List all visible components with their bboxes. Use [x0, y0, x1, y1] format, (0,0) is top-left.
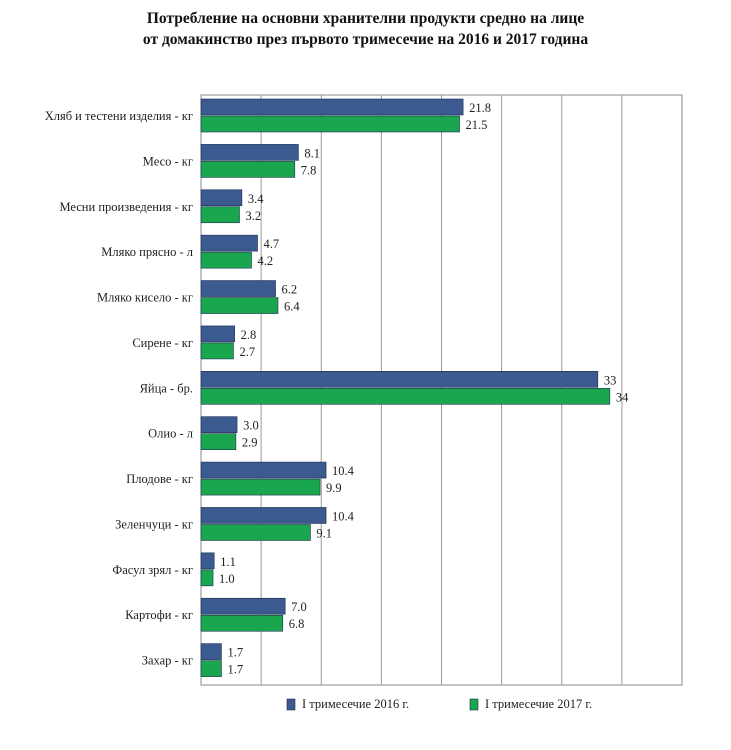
- category-label: Захар - кг: [142, 654, 193, 668]
- data-label-2017: 6.4: [284, 300, 300, 314]
- bar-2016: [200, 325, 235, 343]
- data-label-2016: 3.4: [248, 192, 264, 206]
- bar-2017: [200, 161, 296, 178]
- data-label-2017: 3.2: [245, 209, 261, 223]
- data-label-2016: 7.0: [291, 600, 307, 614]
- data-label-2016: 33: [604, 373, 617, 387]
- category-label: Месо - кг: [143, 154, 193, 168]
- bar-2017: [200, 660, 222, 677]
- data-label-2016: 10.4: [332, 464, 355, 478]
- bar-2016: [200, 461, 327, 479]
- bar-2016: [200, 552, 215, 570]
- data-label-2017: 9.9: [326, 481, 342, 495]
- data-label-2016: 8.1: [304, 146, 320, 160]
- data-label-2017: 4.2: [258, 254, 274, 268]
- bar-2017: [200, 342, 234, 360]
- bar-2016: [200, 98, 464, 116]
- category-label: Хляб и тестени изделия - кг: [45, 109, 193, 123]
- bar-2016: [200, 597, 286, 615]
- data-label-2016: 21.8: [469, 101, 491, 115]
- data-label-2017: 2.7: [239, 345, 255, 359]
- data-label-2017: 1.7: [227, 663, 243, 677]
- category-label: Месни произведения - кг: [59, 200, 193, 214]
- data-label-2016: 3.0: [243, 419, 259, 433]
- data-label-2017: 34: [616, 390, 629, 404]
- bar-2017: [200, 569, 214, 587]
- category-label: Мляко кисело - кг: [97, 291, 193, 305]
- chart-title-line-2: от домакинство през първото тримесечие н…: [142, 31, 589, 48]
- bar-2016: [200, 189, 243, 207]
- data-label-2016: 1.1: [220, 555, 236, 569]
- bar-2017: [200, 206, 240, 224]
- bar-2016: [200, 144, 299, 161]
- category-label: Плодове - кг: [126, 472, 193, 486]
- data-label-2016: 10.4: [332, 509, 355, 523]
- chart-title-line-1: Потребление на основни хранителни продук…: [146, 10, 585, 27]
- bar-2017: [200, 388, 611, 405]
- data-label-2017: 9.1: [316, 526, 332, 540]
- bar-2017: [200, 524, 311, 541]
- data-label-2017: 6.8: [289, 617, 305, 631]
- bar-2017: [200, 251, 252, 269]
- category-label: Картофи - кг: [125, 608, 193, 622]
- bar-2016: [200, 416, 238, 433]
- legend-label-2017: I тримесечие 2017 г.: [485, 697, 592, 711]
- data-label-2017: 7.8: [301, 163, 317, 177]
- category-label: Мляко прясно - л: [101, 245, 193, 259]
- data-label-2017: 2.9: [242, 436, 258, 450]
- category-label: Сирене - кг: [132, 336, 193, 350]
- data-label-2017: 1.0: [219, 572, 235, 586]
- bar-2017: [200, 115, 460, 133]
- category-label: Фасул зрял - кг: [112, 563, 193, 577]
- data-label-2016: 6.2: [282, 283, 298, 297]
- legend-swatch-2017: [469, 698, 479, 711]
- legend-label-2016: I тримесечие 2016 г.: [302, 697, 409, 711]
- bar-2017: [200, 614, 284, 632]
- bar-2016: [200, 280, 276, 297]
- legend-swatch-2016: [286, 698, 296, 711]
- data-label-2016: 2.8: [241, 328, 257, 342]
- bar-2016: [200, 643, 222, 660]
- data-label-2016: 1.7: [227, 646, 243, 660]
- category-label: Зеленчуци - кг: [115, 517, 193, 531]
- bar-2017: [200, 478, 321, 496]
- category-label: Яйца - бр.: [140, 381, 193, 395]
- category-label: Олио - л: [148, 427, 193, 441]
- bar-2016: [200, 507, 327, 524]
- bar-2017: [200, 297, 279, 314]
- bar-2017: [200, 433, 237, 450]
- data-label-2016: 4.7: [264, 237, 280, 251]
- data-label-2017: 21.5: [466, 118, 488, 132]
- bar-2016: [200, 371, 599, 388]
- bar-2016: [200, 234, 258, 252]
